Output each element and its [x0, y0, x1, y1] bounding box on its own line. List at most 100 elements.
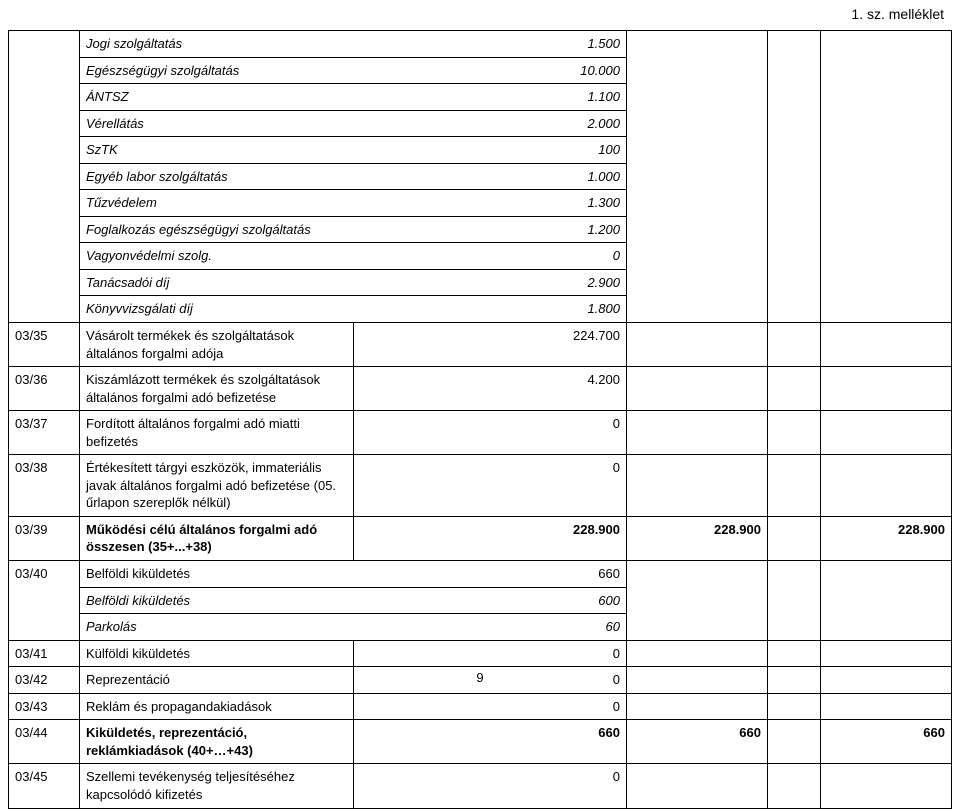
item-label: Egyéb labor szolgáltatás	[80, 163, 486, 190]
row-v4: 228.900	[821, 516, 952, 560]
row-v2: 228.900	[627, 516, 768, 560]
list-item: Könyvvizsgálati díj1.800	[80, 296, 626, 322]
row-v2	[627, 764, 768, 808]
table-row: 03/37Fordított általános forgalmi adó mi…	[9, 411, 952, 455]
list-item: Tanácsadói díj2.900	[80, 269, 626, 296]
item-label: Jogi szolgáltatás	[80, 31, 486, 57]
item-label: Foglalkozás egészségügyi szolgáltatás	[80, 216, 486, 243]
item-label: Belföldi kiküldetés	[80, 587, 486, 614]
row-v3	[768, 323, 821, 367]
row-v4: 660	[821, 720, 952, 764]
row-v1: 0	[353, 411, 627, 455]
item-value: 1.200	[486, 216, 626, 243]
row-v1: 4.200	[353, 367, 627, 411]
row-v3	[768, 367, 821, 411]
row-code: 03/40	[9, 561, 80, 641]
item-value: 1.500	[486, 31, 626, 57]
item-value: 2.000	[486, 110, 626, 137]
row-v2	[627, 693, 768, 720]
row-desc: Fordított általános forgalmi adó miatti …	[80, 411, 354, 455]
list-item: Belföldi kiküldetés660	[80, 561, 626, 587]
row-v3	[768, 455, 821, 517]
item-value: 1.100	[486, 84, 626, 111]
item-label: Egészségügyi szolgáltatás	[80, 57, 486, 84]
row-v3	[768, 640, 821, 667]
row-v3	[768, 561, 821, 641]
list-item: Jogi szolgáltatás1.500	[80, 31, 626, 57]
row-code: 03/35	[9, 323, 80, 367]
row-desc: Külföldi kiküldetés	[80, 640, 354, 667]
row-v3	[768, 516, 821, 560]
row-v1: 660	[486, 561, 626, 587]
row-desc: Kiszámlázott termékek és szolgáltatások …	[80, 367, 354, 411]
row-v2: 660	[627, 720, 768, 764]
item-value: 100	[486, 137, 626, 164]
row-code: 03/43	[9, 693, 80, 720]
row-desc-block: Belföldi kiküldetés660Belföldi kiküldeté…	[80, 561, 627, 641]
row-v1: 228.900	[353, 516, 627, 560]
table-row: 03/35Vásárolt termékek és szolgáltatások…	[9, 323, 952, 367]
page-content: Jogi szolgáltatás1.500Egészségügyi szolg…	[8, 30, 952, 809]
row-desc: Szellemi tevékenység teljesítéséhez kapc…	[80, 764, 354, 808]
table-row: 03/40Belföldi kiküldetés660Belföldi kikü…	[9, 561, 952, 641]
list-item: Parkolás60	[80, 614, 626, 640]
table-row: 03/41Külföldi kiküldetés0	[9, 640, 952, 667]
list-item: Tűzvédelem1.300	[80, 190, 626, 217]
table-row: 03/39Működési célú általános forgalmi ad…	[9, 516, 952, 560]
item-label: Könyvvizsgálati díj	[80, 296, 486, 322]
row-v1: 0	[353, 693, 627, 720]
list-item: Vérellátás2.000	[80, 110, 626, 137]
row-v4	[821, 764, 952, 808]
row-v1: 224.700	[353, 323, 627, 367]
row-desc: Működési célú általános forgalmi adó öss…	[80, 516, 354, 560]
item-value: 2.900	[486, 269, 626, 296]
row-v4	[821, 561, 952, 641]
row-v2	[627, 31, 768, 323]
row-v4	[821, 455, 952, 517]
item-label: Vérellátás	[80, 110, 486, 137]
annex-label: 1. sz. melléklet	[851, 6, 944, 22]
table-row: 03/36Kiszámlázott termékek és szolgáltat…	[9, 367, 952, 411]
list-item: Egészségügyi szolgáltatás10.000	[80, 57, 626, 84]
table-row: 03/45Szellemi tevékenység teljesítéséhez…	[9, 764, 952, 808]
row-code	[9, 31, 80, 323]
list-item: SzTK100	[80, 137, 626, 164]
row-code: 03/36	[9, 367, 80, 411]
list-item: ÁNTSZ1.100	[80, 84, 626, 111]
item-label: Tanácsadói díj	[80, 269, 486, 296]
row-v3	[768, 720, 821, 764]
row-v2	[627, 323, 768, 367]
row-v3	[768, 693, 821, 720]
row-code: 03/44	[9, 720, 80, 764]
item-label: ÁNTSZ	[80, 84, 486, 111]
item-value: 600	[486, 587, 626, 614]
row-v2	[627, 561, 768, 641]
row-v2	[627, 411, 768, 455]
row-v2	[627, 640, 768, 667]
row-v4	[821, 640, 952, 667]
item-value: 60	[486, 614, 626, 640]
row-code: 03/45	[9, 764, 80, 808]
row-v4	[821, 31, 952, 323]
item-label: Tűzvédelem	[80, 190, 486, 217]
row-desc: Értékesített tárgyi eszközök, immateriál…	[80, 455, 354, 517]
row-v2	[627, 367, 768, 411]
row-v1: 0	[353, 640, 627, 667]
table-row: 03/43Reklám és propagandakiadások0	[9, 693, 952, 720]
row-desc: Belföldi kiküldetés	[80, 561, 486, 587]
row-v4	[821, 411, 952, 455]
row-code: 03/41	[9, 640, 80, 667]
row-v1: 0	[353, 764, 627, 808]
row-desc: Reklám és propagandakiadások	[80, 693, 354, 720]
page-number: 9	[0, 670, 960, 685]
row-v1: 0	[353, 455, 627, 517]
item-label: Parkolás	[80, 614, 486, 640]
row-code: 03/38	[9, 455, 80, 517]
row-code: 03/37	[9, 411, 80, 455]
italic-block: Jogi szolgáltatás1.500Egészségügyi szolg…	[80, 31, 627, 323]
list-item: Egyéb labor szolgáltatás1.000	[80, 163, 626, 190]
table-row: Jogi szolgáltatás1.500Egészségügyi szolg…	[9, 31, 952, 323]
table-row: 03/38Értékesített tárgyi eszközök, immat…	[9, 455, 952, 517]
row-v2	[627, 455, 768, 517]
row-v4	[821, 693, 952, 720]
